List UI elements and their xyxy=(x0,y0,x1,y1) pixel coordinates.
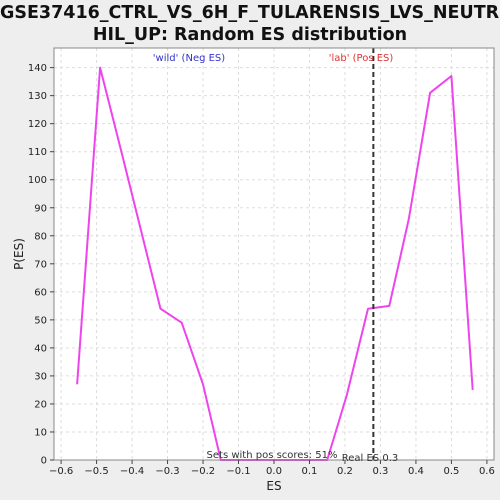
y-tick-label: 110 xyxy=(28,147,47,158)
x-tick-label: −0.6 xyxy=(49,466,73,477)
y-axis-label: P(ES) xyxy=(12,238,26,270)
pos-scores-note: Sets with pos scores: 51% xyxy=(207,450,338,461)
x-tick-label: 0.6 xyxy=(479,466,495,477)
chart-title-line-1: GSE37416_CTRL_VS_6H_F_TULARENSIS_LVS_NEU… xyxy=(0,3,500,23)
y-axis-ticks: 0 10 20 30 40 50 60 70 80 90 100 110 120 130 140 xyxy=(28,63,54,467)
y-tick-label: 80 xyxy=(34,231,47,242)
x-tick-label: 0.1 xyxy=(302,466,318,477)
x-tick-label: −0.5 xyxy=(84,466,108,477)
grid-lines xyxy=(54,48,494,461)
x-tick-label: 0.2 xyxy=(337,466,353,477)
y-tick-label: 60 xyxy=(34,287,47,298)
y-tick-label: 90 xyxy=(34,203,47,214)
y-tick-label: 20 xyxy=(34,399,47,410)
x-tick-label: 0.4 xyxy=(408,466,424,477)
x-tick-label: −0.3 xyxy=(155,466,179,477)
chart-title-line-2: HIL_UP: Random ES distribution xyxy=(92,25,408,45)
real-es-label: Real ES 0.3 xyxy=(342,453,398,464)
x-tick-label: −0.1 xyxy=(226,466,250,477)
x-tick-label: −0.2 xyxy=(191,466,215,477)
y-tick-label: 30 xyxy=(34,371,47,382)
x-tick-label: 0.5 xyxy=(443,466,459,477)
x-tick-label: 0.0 xyxy=(266,466,282,477)
y-tick-label: 120 xyxy=(28,119,47,130)
chart-title: GSE37416_CTRL_VS_6H_F_TULARENSIS_LVS_NEU… xyxy=(0,2,500,46)
neg-es-label: 'wild' (Neg ES) xyxy=(153,53,225,64)
y-tick-label: 10 xyxy=(34,427,47,438)
y-tick-label: 50 xyxy=(34,315,47,326)
y-tick-label: 70 xyxy=(34,259,47,270)
x-tick-label: 0.3 xyxy=(372,466,388,477)
y-tick-label: 130 xyxy=(28,91,47,102)
y-tick-label: 100 xyxy=(28,175,47,186)
y-tick-label: 0 xyxy=(41,456,47,467)
x-axis-ticks: −0.6 −0.5 −0.4 −0.3 −0.2 −0.1 0.0 0.1 0.2 0.3 0.4 0… xyxy=(49,460,495,477)
y-tick-label: 140 xyxy=(28,63,47,74)
pos-es-label: 'lab' (Pos ES) xyxy=(329,53,394,64)
x-axis-label: ES xyxy=(266,479,281,493)
y-tick-label: 40 xyxy=(34,343,47,354)
x-tick-label: −0.4 xyxy=(120,466,144,477)
